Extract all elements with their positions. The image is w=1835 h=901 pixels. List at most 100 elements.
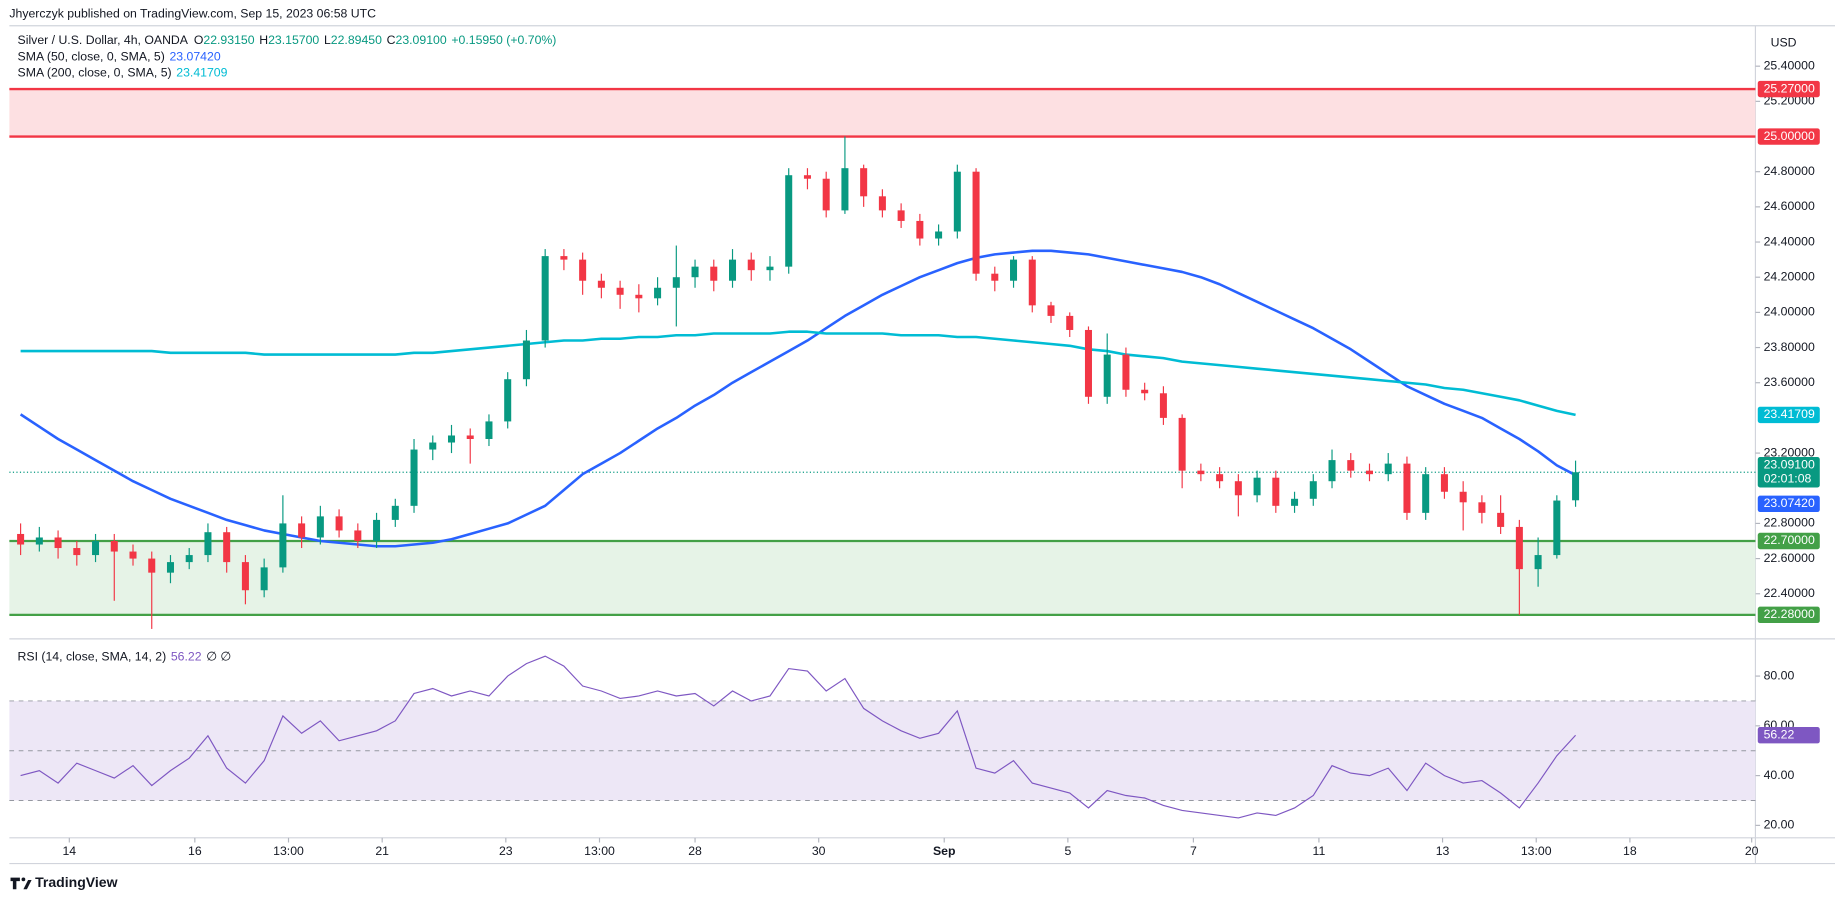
countdown: 02:01:08 xyxy=(1764,472,1812,486)
byline: Jhyerczyk published on TradingView.com, … xyxy=(9,6,376,20)
x-tick-label: 13 xyxy=(1436,844,1450,858)
candle-body xyxy=(1440,474,1448,492)
candle-body xyxy=(560,256,568,260)
candle-body xyxy=(1384,463,1392,475)
zone-label-box xyxy=(1757,128,1820,145)
candle-body xyxy=(447,435,456,443)
ohlc-value: 22.93150 xyxy=(203,33,254,47)
zone-label-box xyxy=(1757,532,1820,550)
candle-body xyxy=(504,379,512,422)
candle-body xyxy=(991,273,999,281)
y-tick-label: 25.40000 xyxy=(1764,58,1815,72)
candle-body xyxy=(1478,502,1486,513)
candle-body xyxy=(1197,470,1205,475)
y-tick-label: 24.00000 xyxy=(1764,305,1815,319)
candle-body xyxy=(822,178,830,211)
legend-value: 23.41709 xyxy=(176,66,227,80)
candle-body xyxy=(17,533,25,545)
candle-body xyxy=(972,171,980,274)
candle-body xyxy=(953,171,961,232)
candle-body xyxy=(1103,354,1111,397)
candle-body xyxy=(1084,329,1092,397)
logo-slash xyxy=(23,879,32,890)
y-tick-label: 22.40000 xyxy=(1764,586,1815,600)
candle-body xyxy=(691,266,699,278)
x-tick-label: 13:00 xyxy=(584,844,615,858)
x-tick-label: 28 xyxy=(688,844,702,858)
change: +0.15950 (+0.70%) xyxy=(451,33,556,47)
ohlc-value: 23.09100 xyxy=(396,33,447,47)
candle-body xyxy=(1309,481,1317,499)
candle-body xyxy=(391,505,399,520)
legend-entry: SMA (200, close, 0, SMA, 5) 23.41709 xyxy=(18,66,228,80)
last-price-label: 23.09100 xyxy=(1764,457,1815,471)
candle-body xyxy=(1047,305,1055,316)
candle-body xyxy=(466,435,474,439)
candle-body xyxy=(729,259,737,281)
candle-body xyxy=(597,280,605,288)
rsi-line xyxy=(20,655,1577,819)
legend-name: SMA (50, close, 0, SMA, 5) xyxy=(18,50,165,64)
ohlc-value: 23.15700 xyxy=(268,33,319,47)
candle-body xyxy=(298,523,306,538)
candle-body xyxy=(260,567,268,591)
candle-body xyxy=(335,516,343,531)
candle-body xyxy=(1253,477,1261,496)
sma-line xyxy=(20,330,1576,417)
legend-title: Silver / U.S. Dollar, 4h, OANDA xyxy=(18,33,189,47)
candle-body xyxy=(1553,500,1561,556)
candle-body xyxy=(766,266,774,271)
candle-body xyxy=(841,168,849,211)
footer-brand: TradingView xyxy=(35,874,117,890)
y-tick-label: 22.80000 xyxy=(1764,516,1815,530)
y-tick-label: 23.60000 xyxy=(1764,375,1815,389)
candle-body xyxy=(410,449,418,506)
candle-body xyxy=(1028,259,1036,306)
x-tick-label: 16 xyxy=(188,844,202,858)
candle-body xyxy=(73,548,81,556)
candle-body xyxy=(1066,315,1074,330)
legend-value: 23.07420 xyxy=(169,50,220,64)
series-label: 23.41709 xyxy=(1764,407,1815,421)
candle-body xyxy=(223,532,231,563)
y-tick-label: 40.00 xyxy=(1764,768,1795,782)
candle-body xyxy=(1141,389,1149,394)
legend-name: SMA (200, close, 0, SMA, 5) xyxy=(18,66,172,80)
legend-extra: ∅ ∅ xyxy=(206,650,231,664)
zone-label-box xyxy=(1757,80,1820,98)
candle-body xyxy=(1515,526,1523,570)
candle-body xyxy=(1272,477,1280,506)
y-tick-label: 24.40000 xyxy=(1764,234,1815,248)
candle-body xyxy=(1328,460,1336,482)
background-layer: 25.4000025.2000024.8000024.6000024.40000… xyxy=(9,36,1815,858)
candle-body xyxy=(110,540,118,552)
candle-body xyxy=(92,540,100,556)
candle-body xyxy=(1497,512,1505,527)
candle-body xyxy=(522,340,530,380)
candle-body xyxy=(897,210,905,221)
candle-body xyxy=(1422,474,1430,513)
candle-body xyxy=(785,175,793,267)
x-tick-label: 5 xyxy=(1064,844,1071,858)
x-tick-label: 23 xyxy=(499,844,513,858)
x-tick-label: 7 xyxy=(1190,844,1197,858)
last-price-label-box xyxy=(1757,457,1820,488)
panels xyxy=(9,25,1835,865)
zone-label: 22.70000 xyxy=(1764,533,1815,547)
y-tick-label: 20.00 xyxy=(1764,818,1795,832)
legend-main: Silver / U.S. Dollar, 4h, OANDA O22.93150… xyxy=(18,33,557,47)
rsi-last-label-box xyxy=(1757,727,1820,744)
legend-name: RSI (14, close, SMA, 14, 2) xyxy=(18,650,167,664)
candle-body xyxy=(316,516,324,538)
candle-body xyxy=(485,421,493,439)
zone-fill xyxy=(9,540,1756,615)
y-tick-label: 80.00 xyxy=(1764,668,1795,682)
zone-label: 25.00000 xyxy=(1764,129,1815,143)
candle-body xyxy=(672,277,680,288)
series-label-box xyxy=(1757,406,1820,424)
candle-body xyxy=(148,558,156,573)
candle-body xyxy=(1534,555,1542,570)
candle-body xyxy=(429,442,437,450)
